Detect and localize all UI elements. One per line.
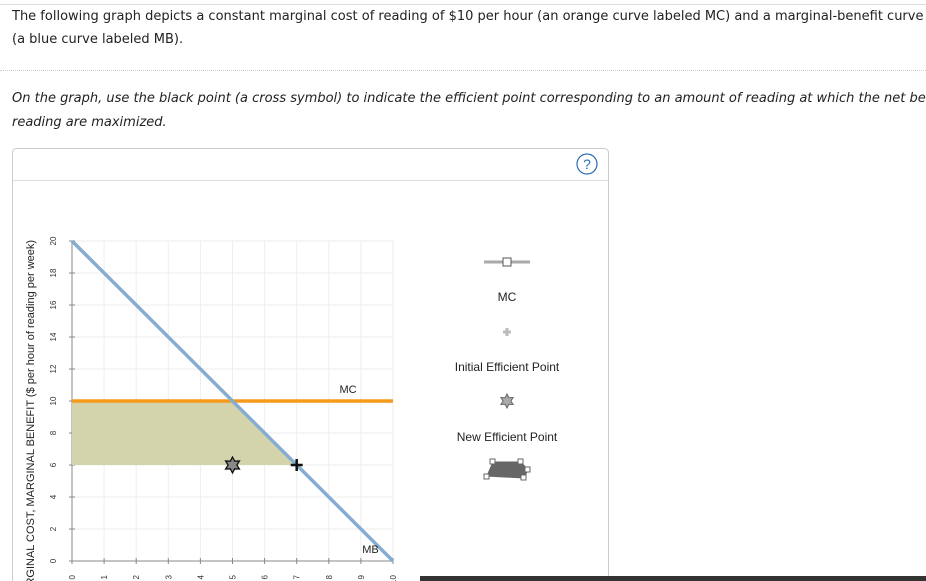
y-tick-label: 18 — [49, 268, 58, 277]
help-icon[interactable]: ? — [583, 156, 591, 172]
instruction-line: reading are maximized. — [12, 115, 167, 130]
y-tick-label: 4 — [49, 494, 58, 499]
top-rule — [0, 4, 926, 5]
x-tick-label: 5 — [229, 574, 238, 579]
y-tick-label: 20 — [49, 236, 58, 245]
legend-label: Initial Efficient Point — [455, 360, 560, 374]
legend-plus-tool[interactable] — [503, 328, 511, 336]
x-tick-label: 3 — [164, 574, 173, 579]
help-button[interactable] — [576, 153, 598, 175]
x-tick-label: 0 — [68, 574, 77, 579]
shaded-area — [72, 401, 297, 465]
legend-polygon-handles[interactable] — [483, 458, 531, 481]
x-tick-label: 10 — [389, 574, 398, 581]
y-axis-label: MARGINAL COST, MARGINAL BENEFIT ($ per h… — [25, 240, 37, 581]
question-line: (a blue curve labeled MB). — [12, 32, 184, 47]
instruction-line: On the graph, use the black point (a cro… — [12, 91, 926, 106]
y-tick-label: 6 — [49, 462, 58, 467]
x-tick-label: 2 — [132, 574, 141, 579]
y-tick-label: 0 — [49, 558, 58, 563]
legend-label: New Efficient Point — [457, 430, 558, 444]
x-tick-label: 8 — [325, 574, 334, 579]
y-tick-label: 14 — [49, 332, 58, 341]
x-tick-label: 6 — [261, 574, 270, 579]
y-tick-label: 16 — [49, 300, 58, 309]
y-tick-label: 2 — [49, 526, 58, 531]
x-tick-label: 9 — [357, 574, 366, 579]
question-line: The following graph depicts a constant m… — [12, 9, 926, 24]
x-tick-label: 1 — [100, 574, 109, 579]
series-line — [70, 239, 395, 563]
y-tick-label: 8 — [49, 430, 58, 435]
x-tick-label: 7 — [293, 574, 302, 579]
y-tick-label: 10 — [49, 396, 58, 405]
legend-label: MC — [498, 290, 517, 304]
curve-label: MC — [340, 384, 357, 396]
curve-label: MB — [362, 544, 379, 556]
legend-line-tool[interactable] — [502, 257, 512, 267]
cross-point[interactable] — [290, 459, 303, 471]
separator — [0, 70, 926, 71]
bottom-bar — [420, 576, 926, 581]
panel-border — [12, 148, 609, 581]
star-point[interactable] — [224, 455, 241, 475]
legend-star-tool[interactable] — [499, 392, 515, 410]
x-tick-label: 4 — [196, 574, 205, 579]
y-tick-label: 12 — [49, 364, 58, 373]
